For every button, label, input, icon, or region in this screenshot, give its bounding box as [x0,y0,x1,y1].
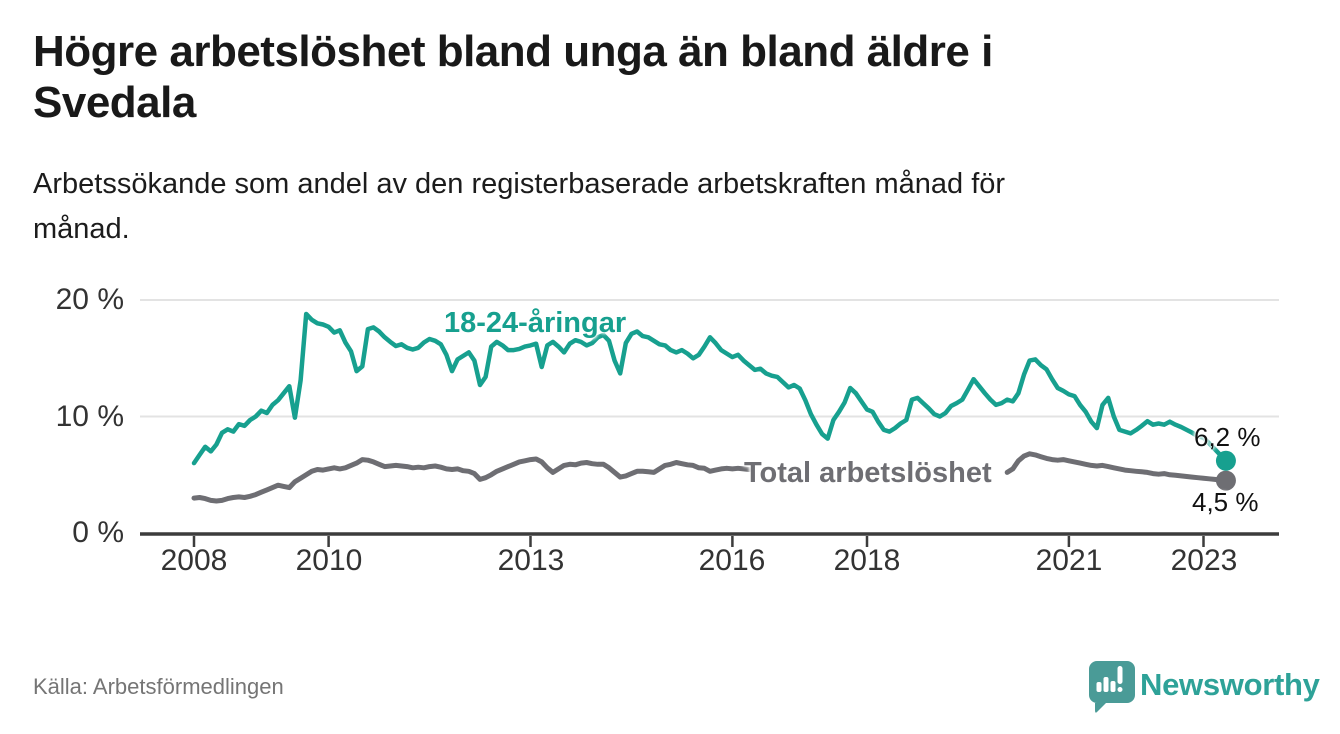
series-label-young: 18-24-åringar [444,307,627,339]
page-title-line-2: Svedala [33,78,196,128]
chart-subtitle-line-2: månad. [33,212,130,245]
logo-exclamation-dot [1117,687,1123,692]
x-tick-label-2023: 2023 [1170,544,1238,577]
y-tick-label-0: 0 % [72,516,124,549]
series-label-total: Total arbetslöshet [744,457,992,489]
newsworthy-logo-icon [1089,661,1135,713]
y-tick-label-20: 20 % [55,283,124,316]
x-tick-label-2010: 2010 [295,544,363,577]
source-note: Källa: Arbetsförmedlingen [33,674,284,699]
young-series-end-dot [1215,450,1236,471]
young-series-line [191,311,1229,466]
total-series-line-2 [1004,451,1229,484]
page-title: Högre arbetslöshet bland unga än bland ä… [33,26,1283,128]
x-tick-label-2008: 2008 [160,544,228,577]
chart-subtitle-line-1: Arbetssökande som andel av den registerb… [33,168,1006,200]
end-value-label-young: 6,2 % [1194,422,1261,452]
logo-bar-1 [1096,682,1102,692]
x-tick-label-2013: 2013 [497,544,565,577]
x-tick-label-2021: 2021 [1035,544,1103,577]
end-value-label-total: 4,5 % [1192,487,1259,517]
chart-subtitle: Arbetssökande som andel av den registerb… [33,162,1283,252]
logo-exclamation-stem [1117,666,1123,684]
y-tick-label-10: 10 % [55,400,124,433]
x-tick-label-2018: 2018 [833,544,901,577]
logo-bar-3 [1110,681,1116,692]
x-tick-label-2016: 2016 [698,544,766,577]
newsworthy-logo-text: Newsworthy [1140,667,1320,702]
page-title-line-1: Högre arbetslöshet bland unga än bland ä… [33,27,993,76]
logo-bar-2 [1103,677,1109,692]
total-series-line-1 [191,456,752,504]
total-series-end-dot [1215,470,1236,491]
